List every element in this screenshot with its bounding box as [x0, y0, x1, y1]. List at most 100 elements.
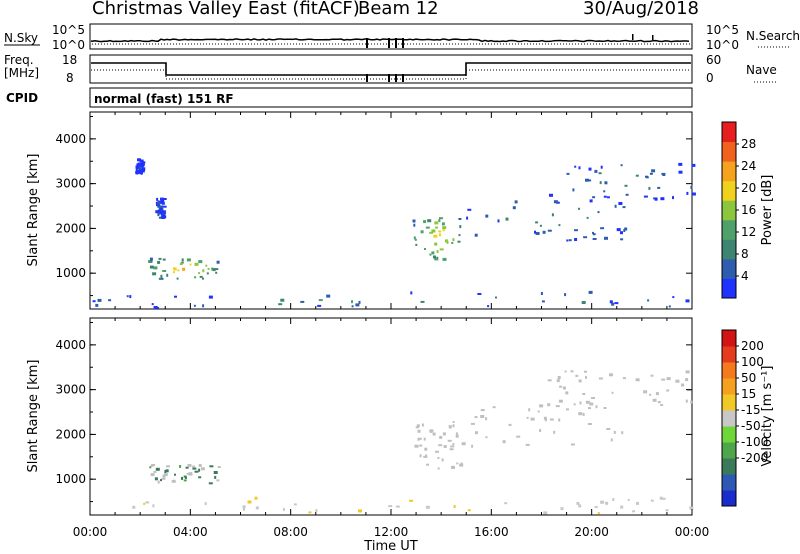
power-cell-r2-17 [140, 168, 143, 172]
velocity-cell-r3-0 [643, 390, 648, 394]
ytick-label-3: 4000 [55, 338, 86, 352]
velocity-cell-r4-14 [632, 510, 636, 513]
velocity-cell-r4-15 [425, 505, 430, 509]
power-cell-r4-20 [620, 231, 623, 235]
power-cell-r4-25 [592, 231, 594, 234]
power-cell-r0-28 [206, 272, 209, 275]
velocity-cell-r4-11 [254, 496, 258, 500]
power-cell-r4-17 [547, 229, 552, 232]
power-cell-r5-26 [620, 164, 623, 167]
velocity-cell-r3-23 [547, 379, 552, 382]
power-cell-r5-20 [578, 166, 581, 170]
colorbar-segment-1 [722, 258, 736, 279]
velocity-cell-r2-29 [595, 405, 598, 409]
power-cell-r4-27 [467, 208, 472, 211]
power-cell-r3-27 [423, 220, 427, 224]
velocity-cell-r2-22 [573, 403, 576, 406]
power-cell-r3-9 [420, 230, 424, 234]
velocity-cell-r3-33 [575, 374, 579, 377]
power-cell-r5-2 [625, 193, 629, 196]
date-title: 30/Aug/2018 [583, 0, 699, 19]
time-tick-label-1: 04:00 [173, 525, 208, 539]
velocity-cell-r4-9 [293, 503, 297, 506]
power-cell-r6-32 [92, 300, 96, 303]
velocity-cell-r3-10 [635, 378, 640, 382]
colorbar-tick-label-7: -200 [741, 451, 768, 465]
velocity-cell-r0-37 [217, 466, 221, 468]
velocity-cell-r0-2 [157, 480, 160, 484]
nave-right-label: Nave [746, 63, 777, 77]
velocity-cell-r0-36 [216, 479, 220, 482]
colorbar-tick-label-3: 16 [741, 203, 756, 217]
power-cell-r4-13 [551, 213, 554, 217]
colorbar-segment-0 [722, 278, 736, 299]
power-cell-r0-1 [207, 267, 210, 270]
velocity-cell-r4-33 [650, 499, 654, 502]
power-cell-r4-18 [624, 227, 628, 231]
power-cell-r4-6 [514, 200, 518, 204]
noise-right-top-tick: 10^5 [706, 23, 739, 37]
power-cell-r2-26 [135, 165, 138, 169]
power-cell-r6-22 [358, 300, 361, 304]
velocity-cell-r4-0 [409, 499, 414, 502]
power-cell-r4-34 [542, 230, 546, 234]
power-cell-r4-21 [512, 206, 516, 210]
velocity-cell-r1-8 [452, 421, 455, 423]
velocity-cell-r3-38 [666, 389, 670, 392]
power-cell-r3-22 [436, 250, 439, 254]
velocity-cell-r2-28 [610, 438, 613, 442]
power-cell-r3-19 [439, 233, 441, 237]
power-cell-r1-29 [157, 209, 161, 212]
velocity-cell-r1-0 [414, 444, 419, 448]
power-cell-r0-0 [198, 272, 201, 275]
power-cell-r5-10 [635, 174, 639, 177]
velocity-cell-r0-23 [160, 479, 162, 482]
velocity-cell-r3-3 [555, 405, 560, 408]
noise-spike-2 [652, 35, 654, 40]
power-cell-r0-16 [202, 277, 204, 280]
velocity-cell-r4-1 [388, 505, 393, 508]
velocity-cell-r2-17 [474, 416, 478, 419]
power-cell-r3-29 [415, 243, 418, 246]
power-cell-r2-32 [140, 162, 145, 166]
velocity-cell-r1-7 [455, 432, 458, 436]
velocity-cell-r1-24 [418, 437, 422, 440]
power-cell-r5-32 [662, 174, 666, 176]
power-ylabel: Slant Range [km] [26, 154, 41, 267]
power-cell-r0-39 [172, 271, 175, 274]
velocity-cell-r0-16 [213, 471, 218, 474]
freq-gap-3 [395, 74, 397, 82]
power-cell-r3-23 [412, 219, 416, 223]
power-cell-r6-38 [318, 299, 323, 302]
velocity-cell-r2-24 [544, 418, 547, 422]
power-cell-r3-30 [459, 225, 462, 229]
power-cell-r2-39 [139, 159, 144, 163]
velocity-cell-r3-11 [657, 401, 661, 404]
velocity-cell-r0-18 [185, 466, 189, 469]
velocity-cell-r3-22 [558, 399, 563, 403]
colorbar-tick-label-4: -15 [741, 403, 761, 417]
velocity-cell-r4-35 [152, 504, 155, 508]
velocity-cell-r1-37 [424, 447, 428, 451]
noise-left-label: N.Sky [4, 31, 38, 45]
power-cell-r5-39 [587, 179, 592, 182]
power-cell-r6-10 [540, 292, 543, 295]
velocity-cell-r4-18 [282, 507, 285, 511]
power-cell-r4-4 [597, 211, 600, 214]
power-cell-r5-14 [604, 181, 608, 185]
velocity-cell-r3-36 [562, 386, 566, 390]
power-cell-r4-19 [616, 228, 621, 232]
velocity-cell-r3-25 [649, 393, 652, 396]
power-cell-r2-35 [140, 164, 143, 167]
power-cell-r3-18 [458, 234, 461, 237]
power-cell-r3-37 [425, 226, 430, 229]
power-cell-r3-24 [433, 255, 436, 259]
velocity-cell-r1-10 [455, 434, 459, 438]
power-cell-r6-19 [280, 298, 285, 302]
colorbar-tick-label-1: 100 [741, 355, 764, 369]
velocity-cell-r3-26 [609, 373, 613, 377]
power-cell-r0-37 [173, 267, 177, 271]
power-cell-r5-23 [598, 172, 602, 175]
velocity-cell-r2-26 [553, 430, 556, 434]
power-cell-r0-5 [211, 267, 214, 271]
